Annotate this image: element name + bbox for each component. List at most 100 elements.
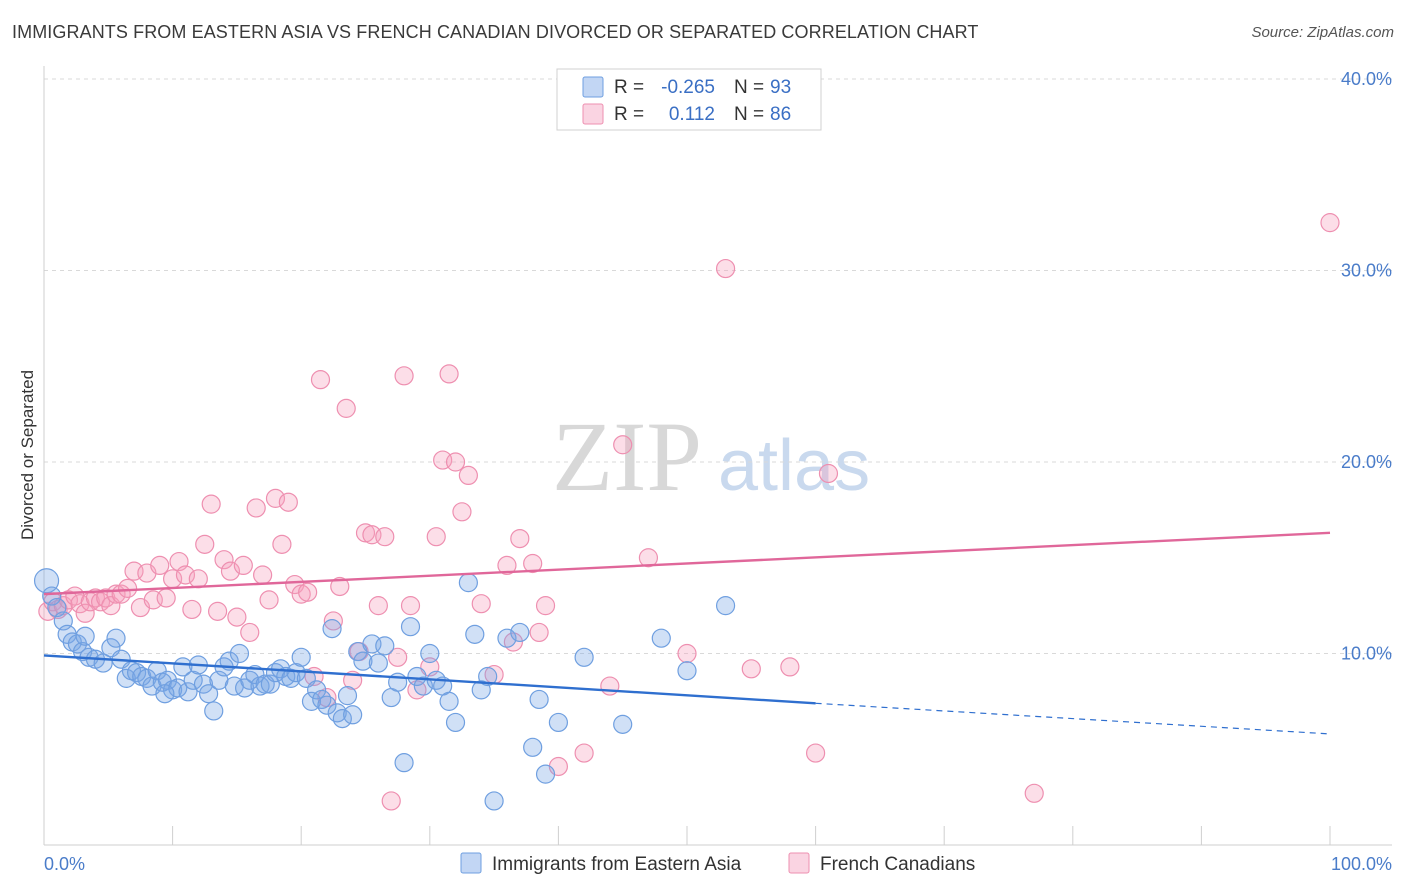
data-point <box>188 569 208 589</box>
data-point <box>90 592 111 612</box>
data-point <box>156 588 176 608</box>
data-point <box>1024 783 1044 803</box>
data-point <box>337 686 358 706</box>
data-point <box>85 588 106 608</box>
data-point <box>445 452 466 472</box>
legend-n-value: 93 <box>770 77 791 98</box>
data-point <box>458 573 478 593</box>
series-french-canadians <box>38 213 1340 811</box>
data-point <box>307 680 327 700</box>
data-point <box>420 643 440 664</box>
data-point <box>529 622 549 643</box>
data-point <box>394 753 414 773</box>
tick-labels: 10.0% 20.0% 30.0% 40.0% 0.0% 100.0% <box>44 69 1392 874</box>
data-point <box>574 647 594 667</box>
legend-swatch-pink <box>582 103 604 125</box>
data-point <box>677 643 697 664</box>
data-point <box>805 743 826 763</box>
data-point <box>336 398 356 418</box>
data-point <box>548 712 569 733</box>
data-point <box>780 657 800 677</box>
data-point <box>651 628 671 648</box>
data-point <box>638 548 659 568</box>
data-point <box>246 498 266 518</box>
y-tick-label: 40.0% <box>1341 69 1392 89</box>
data-point <box>407 666 427 687</box>
data-point <box>323 611 343 631</box>
data-point <box>439 364 459 384</box>
data-point <box>233 555 253 576</box>
trend-line-blue <box>43 654 816 705</box>
data-point <box>677 661 697 681</box>
data-point <box>327 703 347 723</box>
data-point <box>265 488 286 508</box>
y-tick-label: 10.0% <box>1341 644 1392 664</box>
data-point <box>465 624 485 644</box>
y-axis-label: Divorced or Separated <box>18 370 37 540</box>
legend-item-label: Immigrants from Eastern Asia <box>492 854 742 875</box>
data-point <box>400 617 421 637</box>
data-point <box>388 647 408 667</box>
trend-lines <box>43 531 1331 735</box>
data-point <box>394 366 414 386</box>
data-point <box>75 603 95 623</box>
data-point <box>208 601 228 621</box>
y-tick-label: 30.0% <box>1341 261 1392 281</box>
data-point <box>117 578 138 598</box>
chart-title: IMMIGRANTS FROM EASTERN ASIA VS FRENCH C… <box>12 22 979 42</box>
legend-item-label: French Canadians <box>820 854 975 875</box>
data-point <box>317 695 337 715</box>
data-point <box>182 599 202 620</box>
data-point <box>574 743 594 763</box>
data-point <box>600 676 620 696</box>
legend-frame <box>556 68 822 131</box>
data-point <box>400 596 421 616</box>
data-point <box>484 791 504 811</box>
data-point <box>298 582 318 602</box>
data-point <box>272 534 292 554</box>
data-point <box>175 565 196 585</box>
legend-swatch-blue <box>460 852 482 874</box>
legend-n-label: N = <box>734 77 764 98</box>
data-point <box>183 670 203 690</box>
data-point <box>195 534 215 554</box>
data-point <box>150 555 170 576</box>
data-point <box>368 596 388 616</box>
data-point <box>227 607 247 627</box>
data-point <box>259 590 279 610</box>
data-point <box>510 528 530 549</box>
series-legend: Immigrants from Eastern Asia French Cana… <box>460 852 975 875</box>
data-point <box>240 670 260 690</box>
data-point <box>330 576 350 597</box>
data-point <box>204 701 224 721</box>
trend-line-blue-extension <box>815 702 1331 735</box>
data-point <box>523 737 543 757</box>
data-point <box>741 659 761 679</box>
data-point <box>343 705 363 725</box>
data-point <box>199 684 219 704</box>
data-point <box>426 527 446 547</box>
data-point <box>42 586 62 606</box>
axes <box>43 66 1392 846</box>
data-point <box>452 502 472 522</box>
data-point <box>291 647 311 667</box>
data-point <box>126 663 147 683</box>
data-point <box>260 674 280 694</box>
data-point <box>214 550 234 570</box>
data-point <box>106 628 126 648</box>
data-point <box>445 712 466 733</box>
legend-r-value: 0.112 <box>669 104 715 125</box>
watermark-zip: ZIP <box>552 401 702 512</box>
legend-swatch-blue <box>582 76 604 98</box>
data-point <box>312 689 332 710</box>
trend-line-pink <box>43 531 1331 596</box>
data-point <box>253 565 273 585</box>
legend-n-label: N = <box>734 104 764 125</box>
data-point <box>458 465 478 486</box>
data-point <box>281 668 301 688</box>
data-point <box>818 463 839 484</box>
data-point <box>201 494 221 514</box>
data-point <box>332 709 352 729</box>
data-point <box>478 666 498 687</box>
legend-swatch-pink <box>788 852 810 874</box>
